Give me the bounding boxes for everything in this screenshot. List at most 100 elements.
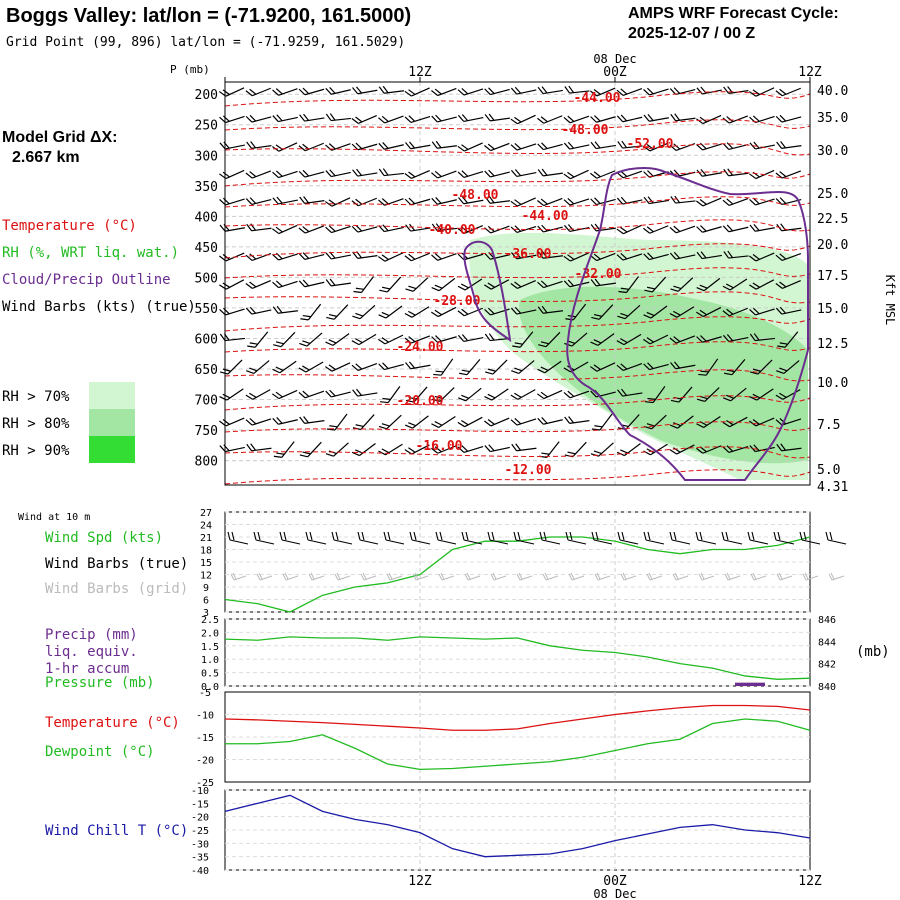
wind-barb [749,223,775,232]
temperature-contour [224,395,811,411]
bottom-time-label: 12Z [408,874,432,889]
pressure-tick-label: 700 [195,394,218,409]
top-date-label: 08 Dec [593,52,636,66]
height-tick-label: 5.0 [817,463,840,478]
temperature-contour-label: -16.00 [416,439,463,454]
wind-barb [272,360,297,374]
wind-barb [325,333,350,346]
height-tick-label: 7.5 [817,418,840,433]
wind-barb [484,195,510,204]
wind-barb [457,307,483,317]
temperature-contours: -44.00 -48.00 -52.00 -48.00 -44.00 -40.00 -36.… [224,91,811,485]
wind-barb [404,335,431,344]
wind-barb [352,86,378,95]
wind-barb [643,305,668,319]
surface-barb-grid [282,572,299,581]
surface-barb-grid [672,572,689,581]
rh-80-region-lower [660,406,790,458]
wind-barb [246,360,270,374]
wind-barb [245,87,271,97]
rh-80-label: RH > 80% [2,416,70,432]
wind-barb [512,331,534,348]
wind-barb [405,277,429,292]
wind-barb [298,361,324,373]
wind-barb [219,279,245,290]
wind-barb [722,334,749,342]
wind-barb [245,306,272,315]
temperature-contour [224,119,811,131]
rh-70-swatch [89,382,135,409]
wind-barb [298,279,325,288]
wind-barb [431,416,456,428]
wind-barb [272,142,298,152]
location-title: Boggs Valley: lat/lon = (-71.9200, 161.5… [6,5,411,27]
wind-barb [696,251,722,260]
rh-80-swatch [89,409,135,436]
surface-barb-grid [568,572,585,581]
wind-barb [749,417,775,427]
wind-barb [219,87,245,97]
height-tick-label: 30.0 [817,144,848,159]
wind-barb [537,197,563,207]
wind-barb [404,415,429,429]
temperature-contour-label: -12.00 [505,463,552,478]
wind-barb [219,388,244,401]
wind-barb [405,223,431,232]
wind-barb [749,359,773,375]
wind-barb [670,113,696,122]
pressure-tick-label: 450 [195,241,218,256]
wind-barbs-grid-label: Wind Barbs (grid) [45,581,188,597]
wind-barb [722,224,749,233]
surface-barb-true [617,531,639,545]
wind-barb [326,304,349,320]
temperature-contour [224,421,811,433]
wind-barb [591,304,614,320]
wind-barb [325,87,351,95]
wind-barb [775,114,802,123]
wind-barb [749,333,776,342]
wind-barb [378,168,405,177]
wind-barb [405,386,428,403]
wind-barb [537,389,563,400]
wind-barb [404,170,430,179]
wind-barb [325,389,351,398]
wind-y-tick: 27 [200,508,212,519]
wind-barb [749,252,775,262]
temp-y-tick: -25 [196,778,214,789]
wind-barb [404,444,430,455]
wind-barb [325,278,351,287]
wind-barb [298,142,324,152]
surface-barb-true [669,531,691,545]
height-tick-label: 22.5 [817,212,848,227]
wind-barb [378,443,403,456]
pressure-tick-label: 300 [195,149,218,164]
pressure-y-tick: 844 [818,637,836,648]
wind-barb [537,168,563,177]
wind-barb [538,441,560,458]
pressure-tick-label: 500 [195,271,218,286]
wind-barb [722,198,749,206]
wind-barb [219,197,245,206]
height-tick-label: 12.5 [817,337,848,352]
wind-barb [431,387,455,403]
wind-barb [669,225,696,234]
wind-barb [272,280,298,289]
wind-barb [245,280,271,289]
wind-barb [696,335,722,343]
wind-barb [247,331,269,348]
pressure-y-tick: 840 [818,682,836,693]
wind-barb [378,252,404,262]
height-tick-label: 10.0 [817,376,848,391]
wind-barb [698,358,719,376]
wind-barb [564,416,590,424]
wind-barb [246,443,272,452]
wind-barb [378,142,404,150]
wind-barb [273,441,295,458]
wind-barb [563,252,589,262]
wind-barb [351,142,378,151]
temperature-contour [224,219,811,232]
surface-barb-grid [334,572,351,581]
wind-barb [537,305,563,314]
surface-barb-grid [698,572,715,581]
